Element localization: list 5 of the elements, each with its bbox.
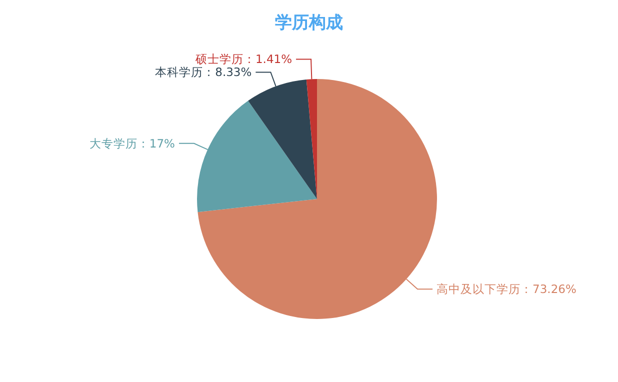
slice-label: 本科学历：8.33% xyxy=(155,65,252,80)
slice-label: 大专学历：17% xyxy=(89,136,176,150)
slice-label: 硕士学历：1.41% xyxy=(194,52,292,66)
slice-label: 高中及以下学历：73.26% xyxy=(436,282,576,296)
chart-title: 学历构成 xyxy=(275,13,343,33)
